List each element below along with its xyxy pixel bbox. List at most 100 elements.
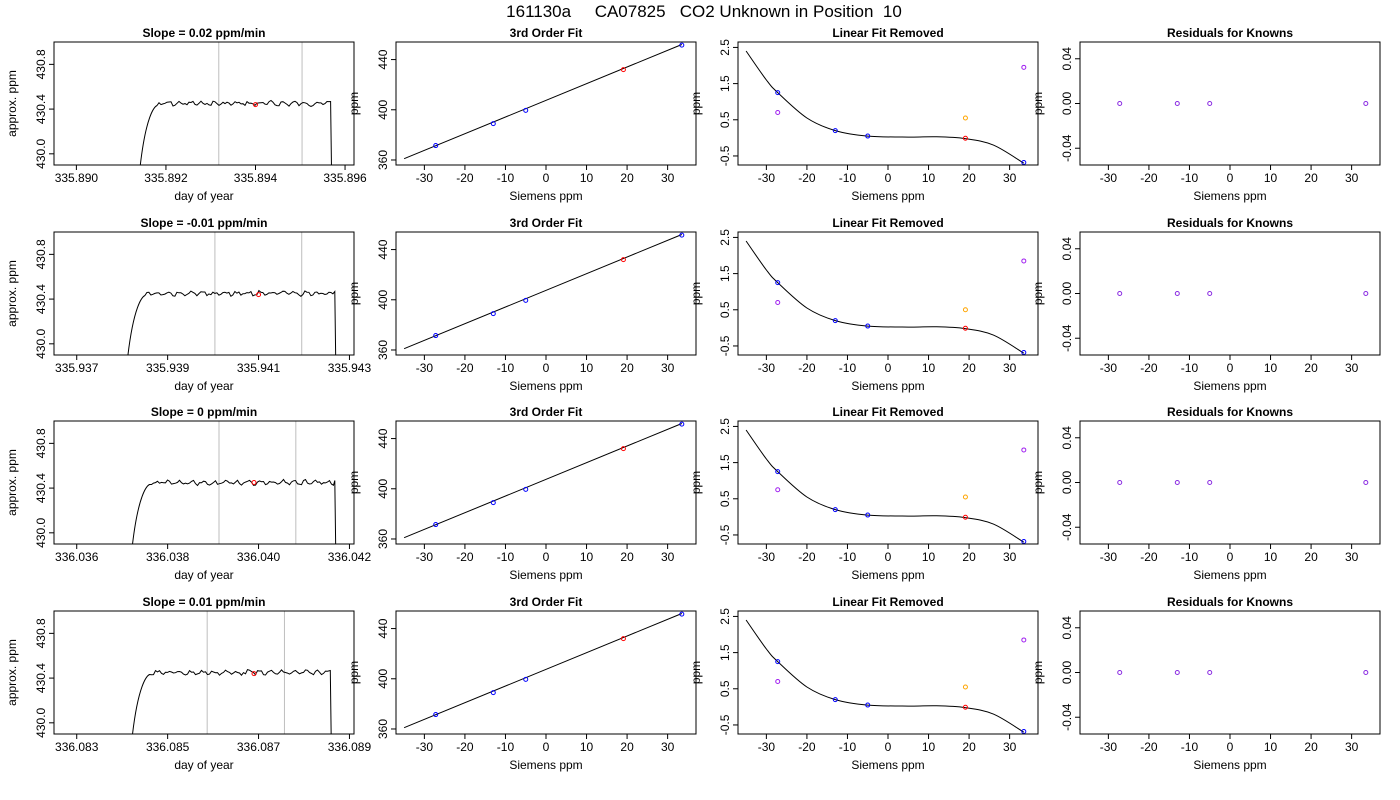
x-tick-label: 0 [1227, 171, 1234, 185]
standard-point [523, 676, 529, 682]
x-tick-label: 0 [1227, 361, 1234, 375]
plot-frame [737, 610, 1039, 735]
fit-line [403, 44, 683, 160]
concentration-trace [139, 99, 332, 165]
x-tick-label: 336.089 [328, 740, 372, 754]
x-tick-label: 0 [543, 171, 550, 185]
mean-marker [251, 480, 257, 485]
x-tick-label: 30 [1345, 361, 1359, 375]
x-axis-label: Siemens ppm [851, 758, 924, 772]
plot-area [745, 619, 1025, 733]
x-tick-label: -10 [1181, 361, 1199, 375]
x-tick-label: -20 [798, 361, 816, 375]
y-tick-label: 0.00 [1060, 470, 1074, 494]
x-tick-label: -30 [1100, 550, 1118, 564]
standard-point [1021, 159, 1027, 165]
x-tick-label: -20 [1140, 361, 1158, 375]
mean-marker [252, 102, 258, 108]
panel-title: Residuals for Knowns [1167, 405, 1293, 419]
x-axis-label: day of year [174, 189, 233, 203]
y-tick-label: 400 [376, 478, 390, 498]
standard-point [865, 512, 871, 518]
unknown-point [962, 135, 968, 141]
x-tick-label: -20 [456, 550, 474, 564]
x-tick-label: -10 [839, 361, 857, 375]
linear-residual-point [1021, 64, 1027, 70]
panel-title: Residuals for Knowns [1167, 595, 1293, 609]
plot-frame [1079, 610, 1381, 735]
plot-frame [53, 610, 355, 735]
plot-area [132, 421, 337, 544]
y-tick-label: 0.5 [718, 301, 732, 318]
unknown-point [620, 257, 626, 263]
panel-title: Slope = 0.01 ppm/min [142, 595, 265, 609]
panel-0-3: Residuals for Knowns Siemens ppm ppm -30 -20… [1031, 26, 1381, 203]
x-tick-label: 0 [885, 361, 892, 375]
x-tick-label: 20 [962, 550, 976, 564]
x-tick-label: 30 [1003, 171, 1017, 185]
standard-point [832, 318, 838, 324]
plot-frame [1079, 41, 1381, 166]
plot-area [127, 232, 337, 355]
x-tick-label: 10 [922, 171, 936, 185]
panel-title: 3rd Order Fit [510, 216, 583, 230]
standard-point [490, 690, 496, 696]
y-tick-label: -0.5 [718, 714, 732, 735]
fit-line [403, 423, 683, 539]
x-tick-label: 335.892 [144, 171, 188, 185]
standard-point [865, 323, 871, 329]
x-axis-label: Siemens ppm [1193, 758, 1266, 772]
y-tick-label: -0.5 [718, 524, 732, 545]
plot-frame [53, 41, 355, 166]
y-tick-label: 0.5 [718, 680, 732, 697]
unknown-point [962, 514, 968, 520]
residual-point [1363, 480, 1369, 485]
y-tick-label: 430.8 [34, 618, 48, 648]
standard-point [775, 659, 781, 665]
standard-point [679, 421, 685, 427]
residual-point [1207, 480, 1213, 485]
plot-frame [1079, 420, 1381, 545]
y-tick-label: 2.5 [718, 39, 732, 56]
x-tick-label: 30 [661, 171, 675, 185]
residual-point [1174, 101, 1180, 106]
x-tick-label: 20 [1304, 550, 1318, 564]
x-tick-label: 30 [1003, 550, 1017, 564]
linear-residual-point [1021, 637, 1027, 643]
x-tick-label: 20 [620, 171, 634, 185]
residual-point [1363, 101, 1369, 106]
plot-area [403, 44, 683, 160]
mean-marker [256, 292, 262, 298]
panel-3-2: Linear Fit Removed Siemens ppm ppm -30 -20 -1… [689, 595, 1039, 772]
x-tick-label: 10 [922, 361, 936, 375]
x-tick-label: -30 [758, 740, 776, 754]
x-tick-label: 0 [1227, 550, 1234, 564]
x-tick-label: 335.894 [234, 171, 278, 185]
standard-point [523, 297, 529, 303]
x-tick-label: -30 [416, 171, 434, 185]
y-tick-label: 360 [376, 340, 390, 360]
standard-point [679, 611, 685, 617]
x-tick-label: 20 [1304, 740, 1318, 754]
y-tick-label: 360 [376, 719, 390, 739]
panel-title: Linear Fit Removed [832, 26, 943, 40]
residual-point [1174, 480, 1180, 485]
linear-residual-point [775, 110, 781, 116]
x-tick-label: 336.036 [55, 550, 99, 564]
x-tick-label: -10 [497, 171, 515, 185]
x-axis-label: Siemens ppm [851, 189, 924, 203]
panel-3-1: 3rd Order Fit Siemens ppm ppm -30 -20 -10 0 10 2… [347, 595, 697, 772]
y-tick-label: -0.04 [1060, 703, 1074, 731]
y-axis-label: approx. ppm [5, 260, 19, 327]
x-axis-label: Siemens ppm [509, 379, 582, 393]
x-tick-label: 30 [1003, 361, 1017, 375]
standard-point [433, 522, 439, 528]
y-tick-label: 430.0 [34, 517, 48, 547]
panel-2-1: 3rd Order Fit Siemens ppm ppm -30 -20 -10 0 10 2… [347, 405, 697, 582]
y-tick-label: 0.00 [1060, 660, 1074, 684]
residual-point [1207, 101, 1213, 106]
standard-point [490, 500, 496, 506]
y-tick-label: 360 [376, 529, 390, 549]
y-axis-label: ppm [347, 471, 361, 494]
y-tick-label: 0.04 [1060, 616, 1074, 640]
